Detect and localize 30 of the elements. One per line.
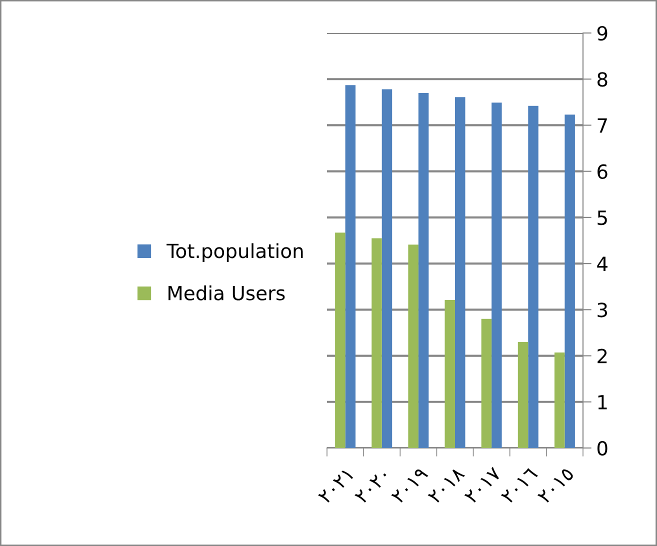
- bar: [518, 342, 528, 448]
- x-tick-label: ٢٠١٩: [391, 466, 428, 504]
- y-tick-label: 9: [597, 26, 608, 41]
- bar: [492, 102, 502, 448]
- bar: [554, 352, 565, 448]
- y-tick-label: 7: [598, 118, 607, 133]
- bar: [382, 89, 392, 448]
- x-tick-label: ٢٠٢١: [318, 469, 354, 504]
- legend-label: Media Users: [168, 285, 285, 300]
- bar: [372, 238, 382, 448]
- y-tick-label: 0: [597, 440, 608, 456]
- y-tick-label: 3: [598, 302, 608, 318]
- bar: [528, 106, 538, 448]
- x-tick-label: ٢٠١٨: [428, 466, 466, 504]
- x-tick-label: ٢٠٢٠: [354, 469, 390, 504]
- y-tick-label: 1: [598, 395, 607, 410]
- y-tick-label: 4: [597, 256, 608, 271]
- bar: [481, 318, 492, 448]
- bar: [444, 300, 455, 448]
- bar: [564, 114, 575, 448]
- y-tick-label: 6: [598, 164, 608, 179]
- bar: [418, 92, 429, 448]
- bar: [408, 244, 418, 448]
- y-tick-label: 5: [598, 210, 607, 226]
- bar: [335, 232, 346, 448]
- y-tick-label: 2: [598, 348, 607, 364]
- bar: [345, 85, 356, 448]
- bar: [455, 97, 466, 448]
- legend-label: Tot.population: [166, 243, 303, 262]
- y-tick-label: 8: [598, 72, 608, 87]
